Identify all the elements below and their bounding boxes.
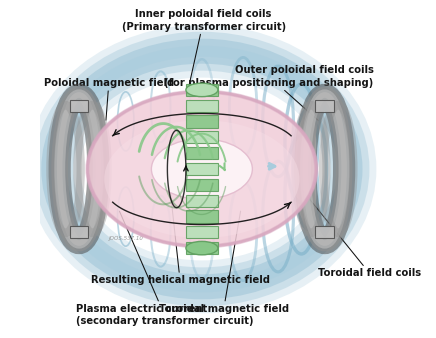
FancyBboxPatch shape	[186, 195, 218, 207]
FancyBboxPatch shape	[316, 100, 334, 112]
Text: Inner poloidal field coils
(Primary transformer circuit): Inner poloidal field coils (Primary tran…	[122, 9, 286, 88]
Text: JOOS.537.10: JOOS.537.10	[109, 236, 144, 241]
FancyBboxPatch shape	[186, 163, 218, 175]
FancyBboxPatch shape	[186, 131, 218, 143]
Text: Resulting helical magnetic field: Resulting helical magnetic field	[91, 188, 269, 285]
Text: Toroidal magnetic field: Toroidal magnetic field	[159, 211, 289, 314]
FancyBboxPatch shape	[70, 226, 88, 238]
FancyBboxPatch shape	[316, 226, 334, 238]
Ellipse shape	[186, 83, 218, 97]
FancyBboxPatch shape	[186, 84, 218, 96]
Ellipse shape	[151, 139, 252, 199]
FancyBboxPatch shape	[186, 147, 218, 159]
FancyBboxPatch shape	[186, 226, 218, 238]
FancyBboxPatch shape	[186, 210, 218, 223]
Ellipse shape	[104, 120, 300, 238]
Text: Poloidal magnetic field: Poloidal magnetic field	[44, 78, 174, 120]
Text: Outer poloidal field coils
(for plasma positioning and shaping): Outer poloidal field coils (for plasma p…	[164, 65, 374, 120]
Ellipse shape	[88, 92, 317, 246]
Text: Toroidal field coils: Toroidal field coils	[303, 191, 421, 278]
Ellipse shape	[186, 241, 218, 255]
Text: Plasma electric current
(secondary transformer circuit): Plasma electric current (secondary trans…	[76, 211, 253, 326]
FancyBboxPatch shape	[186, 242, 218, 254]
FancyBboxPatch shape	[70, 100, 88, 112]
FancyBboxPatch shape	[186, 115, 218, 128]
FancyBboxPatch shape	[186, 179, 218, 191]
FancyBboxPatch shape	[186, 100, 218, 112]
